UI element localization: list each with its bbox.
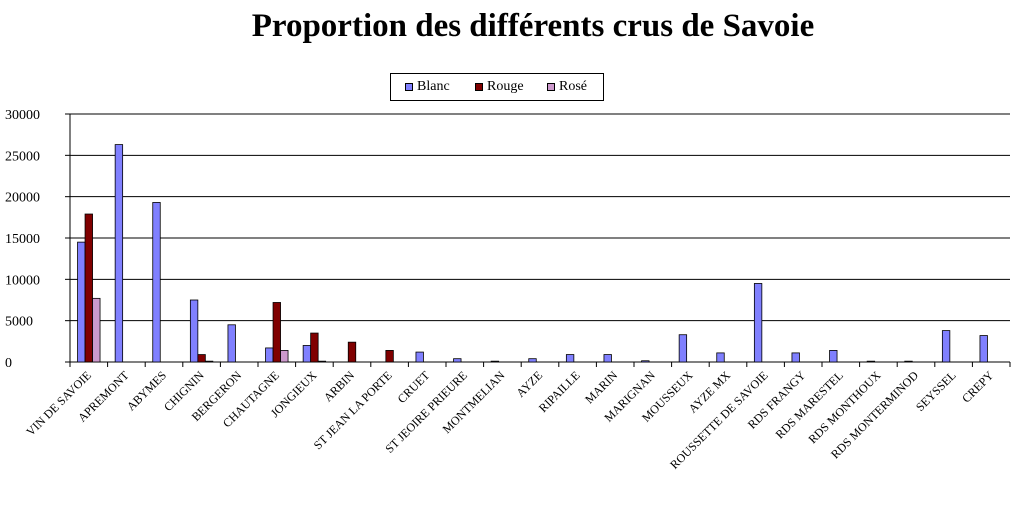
legend-label-rose: Rosé [559, 79, 587, 94]
bar [941, 330, 951, 363]
legend-swatch-blanc [405, 83, 413, 91]
legend-item-blanc: Blanc [405, 78, 450, 96]
bar [791, 352, 800, 363]
bar [528, 358, 537, 363]
bar [310, 332, 319, 363]
x-tick-label: VIN DE SAVOIE [23, 368, 94, 439]
bar [84, 213, 93, 363]
x-tick-label: RDS MARESTEL [773, 368, 846, 441]
bar [866, 360, 876, 363]
y-tick-label: 0 [5, 356, 12, 371]
bar [678, 334, 688, 363]
bar [490, 360, 500, 363]
bar [904, 360, 913, 363]
legend-item-rose: Rosé [547, 78, 587, 96]
bar [829, 350, 838, 363]
chart-legend: Blanc Rouge Rosé [390, 73, 604, 101]
x-tick-label: RIPAILLE [536, 368, 583, 415]
bar [189, 299, 199, 363]
chart-title: Proportion des différents crus de Savoie [251, 8, 815, 44]
bar [453, 358, 462, 363]
x-tick-label: SEYSSEL [913, 368, 959, 414]
legend-swatch-rouge [475, 83, 483, 91]
bar [272, 302, 281, 363]
bar [92, 297, 101, 363]
bar [152, 202, 161, 363]
y-tick-label: 5000 [5, 315, 33, 330]
y-tick-label: 30000 [5, 108, 40, 123]
bar [603, 354, 612, 363]
bar [753, 283, 763, 363]
legend-item-rouge: Rouge [475, 78, 524, 96]
bar [317, 360, 327, 363]
bar [347, 341, 357, 363]
legend-label-rouge: Rouge [487, 79, 524, 94]
bar [565, 354, 575, 363]
bar [197, 354, 206, 363]
legend-label-blanc: Blanc [417, 79, 450, 94]
bar [77, 241, 86, 363]
bar [302, 345, 312, 363]
bar [415, 351, 424, 363]
x-tick-label: AYZE [513, 368, 545, 400]
y-tick-label: 25000 [5, 149, 40, 164]
legend-swatch-rose [547, 83, 555, 91]
bar [280, 350, 289, 363]
bar [227, 324, 236, 363]
y-tick-label: 20000 [5, 191, 40, 206]
bar [265, 347, 274, 363]
y-tick-label: 10000 [5, 273, 40, 288]
bar [716, 352, 725, 363]
bar [114, 144, 124, 363]
x-tick-label: CREPY [959, 368, 996, 405]
x-tick-label: ARBIN [321, 368, 358, 405]
bar [385, 350, 394, 363]
bar [641, 360, 650, 363]
bar [979, 335, 988, 363]
bar [204, 360, 214, 363]
y-tick-label: 15000 [5, 232, 40, 247]
